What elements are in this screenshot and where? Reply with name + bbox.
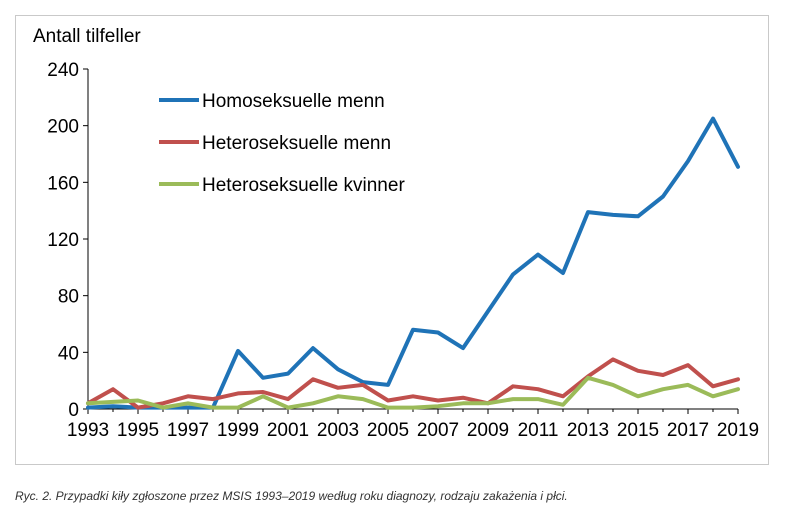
x-tick-label: 2005 — [367, 420, 409, 441]
x-tick-label: 2011 — [518, 420, 559, 441]
x-tick-label: 2013 — [567, 420, 609, 441]
series-line-1 — [86, 357, 740, 410]
x-tick-label: 1997 — [167, 420, 209, 441]
y-tick-label: 0 — [68, 400, 79, 421]
series-line-0 — [86, 116, 740, 410]
legend-label-0: Homoseksuelle menn — [202, 91, 385, 112]
y-axis-label: Antall tilfeller — [33, 26, 141, 47]
axes — [87, 69, 738, 410]
x-tick-label: 2003 — [317, 420, 359, 441]
series-lines — [86, 116, 740, 410]
x-tick-label: 2007 — [417, 420, 459, 441]
x-tick-label: 1999 — [217, 420, 259, 441]
series-line-2 — [86, 375, 740, 410]
figure-caption: Ryc. 2. Przypadki kiły zgłoszone przez M… — [15, 489, 568, 503]
y-tick-label: 80 — [58, 287, 79, 308]
y-axis-ticks: 0 40 80 120 160 200 240 — [47, 60, 88, 421]
x-axis-ticks: 1993 1995 1997 1999 2001 2003 2005 2007 2009 2011… — [67, 409, 759, 441]
x-tick-label: 2019 — [717, 420, 759, 441]
x-tick-label: 2015 — [617, 420, 659, 441]
chart-frame: Antall tilfeller 0 40 80 120 160 200 240 1993 1… — [15, 15, 769, 465]
x-tick-label: 1993 — [67, 420, 109, 441]
x-tick-label: 2001 — [267, 420, 309, 441]
legend: Homoseksuelle menn Heteroseksuelle menn He… — [159, 91, 405, 196]
y-tick-label: 200 — [47, 117, 79, 138]
y-tick-label: 120 — [47, 230, 79, 251]
x-tick-label: 2017 — [667, 420, 709, 441]
legend-label-2: Heteroseksuelle kvinner — [202, 175, 405, 196]
x-tick-label: 1995 — [117, 420, 159, 441]
legend-label-1: Heteroseksuelle menn — [202, 133, 391, 154]
y-tick-label: 240 — [47, 60, 79, 81]
y-tick-label: 160 — [47, 173, 79, 194]
y-tick-label: 40 — [58, 343, 79, 364]
x-tick-label: 2009 — [467, 420, 509, 441]
